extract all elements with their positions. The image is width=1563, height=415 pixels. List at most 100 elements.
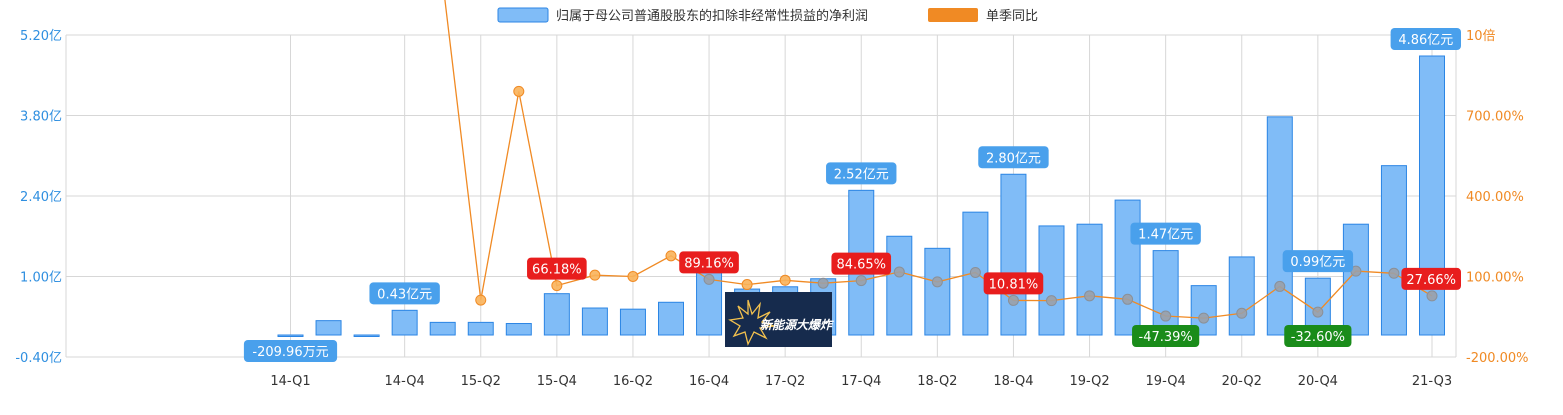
yoy-point bbox=[703, 273, 715, 285]
yoy-line-series bbox=[444, 0, 1438, 324]
bar-15-Q4 bbox=[543, 293, 570, 336]
x-axis-tick: 15-Q2 bbox=[461, 374, 501, 389]
left-axis-tick: 2.40亿 bbox=[20, 190, 62, 205]
yoy-point bbox=[627, 271, 639, 282]
data-label-box bbox=[369, 282, 440, 305]
data-label-box bbox=[1132, 325, 1200, 347]
bar-14-Q4 bbox=[391, 309, 418, 336]
data-label-box bbox=[831, 252, 892, 275]
bar-21-Q2 bbox=[1380, 165, 1407, 336]
data-label-line: 89.16% bbox=[679, 251, 739, 274]
data-label-box bbox=[826, 162, 897, 185]
starburst-logo-icon bbox=[728, 299, 775, 346]
right-axis-tick: 400.00% bbox=[1466, 190, 1524, 205]
yoy-point bbox=[1236, 307, 1248, 319]
data-label-box bbox=[1284, 325, 1352, 347]
data-label-box bbox=[679, 251, 739, 274]
data-label-text: 10.81% bbox=[989, 277, 1039, 292]
bar-16-Q1 bbox=[581, 307, 608, 336]
data-label-text: 1.47亿元 bbox=[1138, 228, 1193, 243]
data-label-bar: 0.43亿元 bbox=[369, 282, 440, 305]
x-axis-tick: 19-Q4 bbox=[1146, 374, 1186, 389]
right-axis-tick: 700.00% bbox=[1466, 110, 1524, 125]
legend-line-swatch[interactable] bbox=[928, 8, 978, 22]
x-axis-tick: 17-Q2 bbox=[765, 374, 805, 389]
left-axis-tick: 1.00亿 bbox=[20, 271, 62, 286]
x-axis-tick: 18-Q2 bbox=[917, 374, 957, 389]
data-label-text: 89.16% bbox=[684, 256, 734, 271]
yoy-point bbox=[893, 266, 905, 278]
yoy-point bbox=[1274, 280, 1286, 292]
left-axis-tick: 5.20亿 bbox=[20, 29, 62, 44]
bar-15-Q2 bbox=[467, 321, 494, 336]
yoy-point bbox=[1084, 290, 1096, 302]
yoy-point bbox=[1426, 290, 1438, 302]
left-axis-tick: 3.80亿 bbox=[20, 110, 62, 125]
right-axis-tick: 10倍 bbox=[1466, 29, 1496, 44]
watermark-box bbox=[725, 292, 832, 347]
x-axis-tick: 18-Q4 bbox=[993, 374, 1033, 389]
bar-20-Q3 bbox=[1266, 116, 1293, 336]
data-label-line: 66.18% bbox=[527, 257, 587, 280]
bar-19-Q2 bbox=[1076, 223, 1103, 336]
data-label-bar: 0.99亿元 bbox=[1282, 250, 1354, 273]
left-axis-tick: -0.40亿 bbox=[15, 351, 62, 366]
yoy-point bbox=[513, 85, 525, 97]
data-label-text: 0.99亿元 bbox=[1290, 255, 1345, 270]
data-label-text: -32.60% bbox=[1291, 330, 1345, 345]
x-axis-tick: 19-Q2 bbox=[1069, 374, 1109, 389]
data-label-bar: 2.80亿元 bbox=[978, 146, 1049, 169]
yoy-point bbox=[741, 279, 753, 291]
data-label-line: 27.66% bbox=[1401, 267, 1461, 290]
yoy-point bbox=[1388, 267, 1400, 279]
bar-18-Q1 bbox=[886, 235, 913, 336]
bar-14-Q3 bbox=[353, 334, 380, 337]
yoy-point bbox=[589, 269, 601, 281]
data-labels: -209.96万元 0.43亿元 2.52亿元 2.80亿元 1.47亿元 0.99亿元 4… bbox=[243, 28, 1461, 362]
legend-bar-label[interactable]: 归属于母公司普通股股东的扣除非经常性损益的净利润 bbox=[556, 8, 868, 24]
yoy-point bbox=[931, 276, 943, 288]
data-label-bar: 1.47亿元 bbox=[1130, 222, 1201, 245]
data-label-box bbox=[243, 340, 338, 362]
data-label-text: 4.86亿元 bbox=[1398, 33, 1453, 48]
yoy-point bbox=[969, 266, 981, 278]
yoy-point bbox=[1122, 293, 1134, 305]
data-label-box bbox=[1401, 267, 1461, 290]
axes: -0.40亿 1.00亿 2.40亿 3.80亿 5.20亿 -200.00% 100.00… bbox=[15, 29, 1528, 389]
bar-18-Q4 bbox=[1000, 173, 1027, 336]
bar-15-Q3 bbox=[505, 323, 532, 336]
watermark: 新能源大爆炸 bbox=[725, 292, 834, 347]
x-axis-tick: 16-Q4 bbox=[689, 374, 729, 389]
data-label-text: 27.66% bbox=[1406, 273, 1456, 288]
yoy-point bbox=[1198, 312, 1210, 324]
x-axis-tick: 14-Q1 bbox=[270, 374, 310, 389]
bar-16-Q2 bbox=[619, 308, 646, 336]
legend[interactable]: 归属于母公司普通股股东的扣除非经常性损益的净利润 单季同比 bbox=[497, 7, 1038, 24]
data-label-line: 84.65% bbox=[831, 252, 892, 275]
right-axis-tick: 100.00% bbox=[1466, 271, 1524, 286]
watermark-text: 新能源大爆炸 bbox=[760, 318, 834, 332]
data-label-line: -47.39% bbox=[1132, 325, 1200, 347]
yoy-point bbox=[665, 250, 677, 262]
yoy-point bbox=[1046, 295, 1057, 307]
bar-14-Q2 bbox=[315, 320, 342, 336]
data-label-text: -47.39% bbox=[1139, 330, 1193, 345]
yoy-point bbox=[1007, 294, 1019, 306]
data-label-box bbox=[1130, 222, 1201, 245]
x-axis-tick: 14-Q4 bbox=[385, 374, 425, 389]
bar-20-Q2 bbox=[1228, 256, 1255, 336]
legend-bar-swatch[interactable] bbox=[497, 7, 549, 23]
data-label-text: 66.18% bbox=[532, 263, 582, 278]
legend-line-label[interactable]: 单季同比 bbox=[986, 9, 1038, 24]
data-label-text: 2.52亿元 bbox=[834, 167, 889, 182]
data-label-box bbox=[1282, 250, 1354, 273]
data-label-bar: -209.96万元 bbox=[243, 340, 338, 362]
x-axis-tick: 17-Q4 bbox=[841, 374, 881, 389]
data-label-line: -32.60% bbox=[1284, 325, 1352, 347]
yoy-point bbox=[1312, 306, 1324, 318]
data-label-text: 84.65% bbox=[836, 258, 886, 273]
yoy-point bbox=[1160, 310, 1172, 322]
x-axis-tick: 21-Q3 bbox=[1412, 374, 1452, 389]
data-label-line: 10.81% bbox=[983, 272, 1044, 295]
